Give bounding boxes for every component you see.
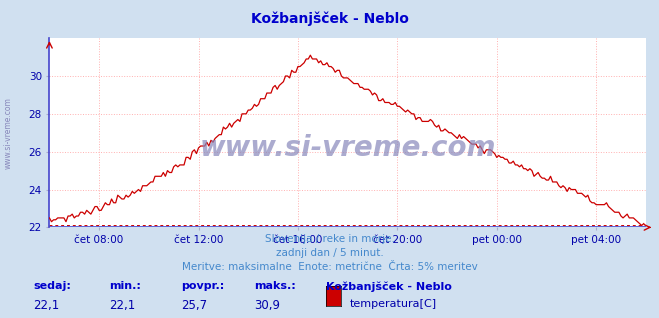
Text: 22,1: 22,1: [109, 299, 135, 312]
Text: 22,1: 22,1: [33, 299, 59, 312]
Text: zadnji dan / 5 minut.: zadnji dan / 5 minut.: [275, 248, 384, 258]
Text: www.si-vreme.com: www.si-vreme.com: [3, 98, 13, 169]
Text: 30,9: 30,9: [254, 299, 279, 312]
Text: min.:: min.:: [109, 281, 140, 291]
Text: maks.:: maks.:: [254, 281, 295, 291]
Text: Kožbanjšček - Neblo: Kožbanjšček - Neblo: [250, 11, 409, 26]
Text: temperatura[C]: temperatura[C]: [349, 299, 436, 309]
Text: Meritve: maksimalne  Enote: metrične  Črta: 5% meritev: Meritve: maksimalne Enote: metrične Črta…: [182, 262, 477, 272]
Text: sedaj:: sedaj:: [33, 281, 71, 291]
Text: povpr.:: povpr.:: [181, 281, 225, 291]
Text: www.si-vreme.com: www.si-vreme.com: [200, 134, 496, 162]
Text: Slovenija / reke in morje.: Slovenija / reke in morje.: [264, 234, 395, 244]
Text: Kožbanjšček - Neblo: Kožbanjšček - Neblo: [326, 281, 452, 292]
Text: 25,7: 25,7: [181, 299, 208, 312]
